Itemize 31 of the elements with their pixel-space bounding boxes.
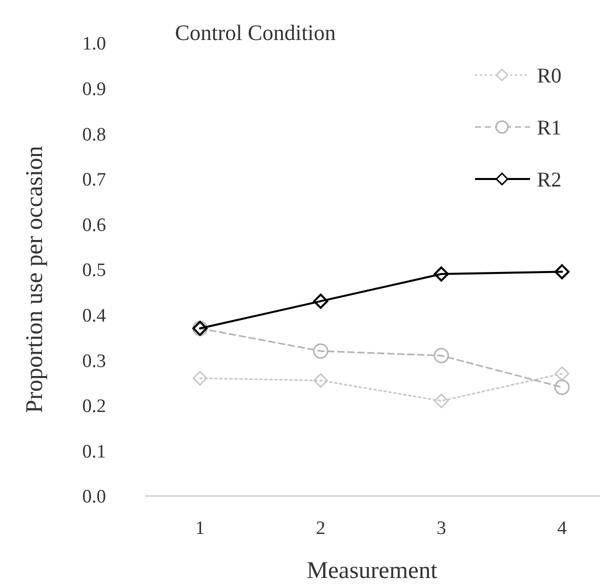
- y-tick-label: 1.0: [82, 34, 106, 55]
- y-tick-label: 0.5: [82, 260, 106, 282]
- y-tick-label: 0.8: [82, 124, 106, 146]
- point: [554, 366, 570, 382]
- legend-label: R2: [537, 167, 562, 192]
- point: [192, 370, 208, 386]
- x-tick-label: 1: [195, 518, 205, 539]
- x-tick-label: 3: [436, 518, 446, 539]
- legend-label: R1: [537, 115, 562, 140]
- x-tick-label: 4: [557, 518, 568, 539]
- point: [434, 266, 449, 282]
- point: [313, 294, 328, 309]
- y-tick-label: 0.4: [82, 305, 106, 326]
- chart-title: Control Condition: [175, 20, 336, 45]
- point: [434, 348, 449, 364]
- y-tick-label: 0.1: [82, 441, 106, 462]
- point: [554, 264, 570, 280]
- x-axis-title: Measurement: [306, 558, 438, 584]
- legend-label: R0: [537, 63, 562, 88]
- y-tick-label: 0.7: [82, 170, 106, 191]
- point: [313, 373, 328, 388]
- x-tick-label: 2: [316, 518, 326, 539]
- y-tick-label: 0.3: [82, 350, 106, 372]
- y-tick-label: 0.0: [82, 486, 106, 508]
- point: [434, 394, 449, 408]
- point: [554, 380, 570, 395]
- y-tick-label: 0.2: [82, 396, 106, 418]
- y-tick-label: 0.9: [82, 78, 106, 100]
- y-tick-label: 0.6: [82, 214, 106, 236]
- y-axis-title: Proportion use per occasion: [22, 146, 48, 414]
- point: [313, 343, 328, 359]
